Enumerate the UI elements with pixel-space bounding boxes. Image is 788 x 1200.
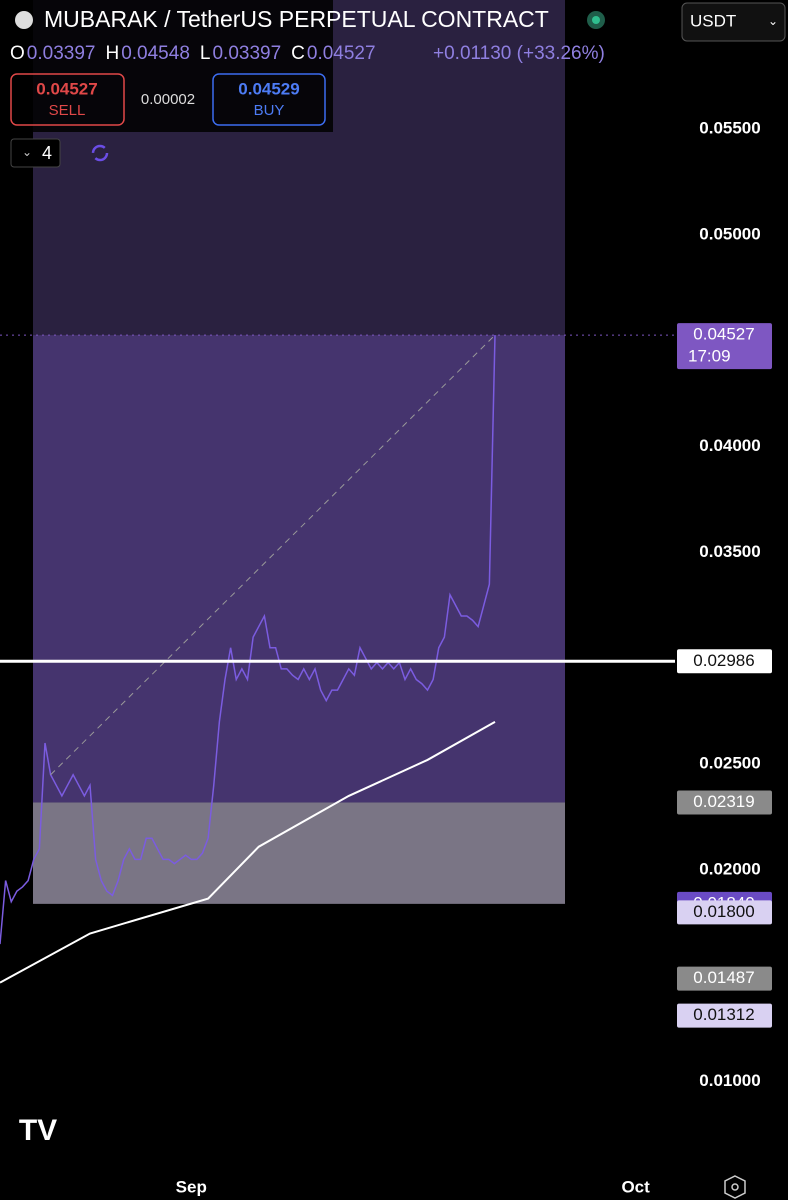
- price-badge: [677, 790, 772, 815]
- price-badge-label: 0.01800: [693, 902, 754, 921]
- sell-price: 0.04527: [36, 79, 97, 98]
- stop-zone: [33, 802, 565, 904]
- currency: USDT: [690, 11, 736, 30]
- settings-icon[interactable]: [724, 1175, 746, 1199]
- ohlc-label: H: [105, 43, 119, 64]
- ohlc: O 0.03397 H 0.04548 L 0.03397 C 0.04527: [10, 43, 376, 64]
- buy-price: 0.04529: [238, 79, 299, 98]
- price-badge: [677, 966, 772, 991]
- price-badge-label: 0.01487: [693, 968, 754, 987]
- price-badge: [677, 323, 772, 370]
- ohlc-value: 0.03397: [212, 43, 281, 64]
- sell-label: SELL: [49, 102, 86, 119]
- ohlc-label: L: [200, 43, 211, 64]
- y-tick-label: 0.03500: [699, 542, 760, 561]
- price-badge-label: 0.02986: [693, 651, 754, 670]
- spread: 0.00002: [141, 91, 195, 108]
- sell-button[interactable]: [10, 73, 125, 126]
- y-tick-label: 0.01000: [699, 1071, 760, 1090]
- y-tick-label: 0.05000: [699, 224, 760, 243]
- buy-label: BUY: [254, 102, 285, 119]
- price-badge-label: 0.02319: [693, 792, 754, 811]
- currency-select[interactable]: [681, 2, 786, 42]
- price-badge: [677, 649, 772, 674]
- interval-button[interactable]: [10, 138, 61, 168]
- ohlc-value: 0.04527: [307, 43, 376, 64]
- moving-average: [0, 720, 496, 984]
- interval-chevron: ⌄: [22, 145, 32, 159]
- target-zone: [33, 335, 565, 803]
- interval-value: 4: [42, 143, 52, 163]
- trend-line: [50, 334, 496, 776]
- x-tick-label: Oct: [621, 1177, 650, 1196]
- coin-icon: [15, 11, 33, 29]
- price-badge-label: 0.01312: [693, 1005, 754, 1024]
- price-line: [0, 335, 496, 945]
- countdown: 17:09: [688, 347, 731, 366]
- buy-button[interactable]: [212, 73, 326, 126]
- y-tick-label: 0.05500: [699, 119, 760, 138]
- header-bg: [0, 0, 333, 132]
- ohlc-label: C: [291, 43, 305, 64]
- ohlc-label: O: [10, 43, 25, 64]
- price-badge: [677, 900, 772, 925]
- ohlc-value: 0.04548: [121, 43, 190, 64]
- plot: 0.05500 0.05000 0.04000 0.03500 0.02500 0.020…: [0, 0, 772, 1196]
- price-badge-label: 0.04527: [693, 325, 754, 344]
- y-tick-label: 0.02000: [699, 859, 760, 878]
- tv-logo: TV: [19, 1114, 57, 1147]
- title: MUBARAK / TetherUS PERPETUAL CONTRACT: [44, 6, 549, 32]
- status-dot-inner: [592, 16, 600, 24]
- x-tick-label: Sep: [176, 1177, 207, 1196]
- settings-icon-center: [731, 1183, 739, 1191]
- y-tick-label: 0.04000: [699, 436, 760, 455]
- refresh-icon[interactable]: [91, 144, 109, 162]
- ohlc-value: 0.03397: [27, 43, 96, 64]
- chevron: ⌄: [768, 14, 778, 28]
- y-tick-label: 0.02500: [699, 754, 760, 773]
- price-badge: [677, 1003, 772, 1028]
- change: +0.01130 (+33.26%): [433, 43, 605, 64]
